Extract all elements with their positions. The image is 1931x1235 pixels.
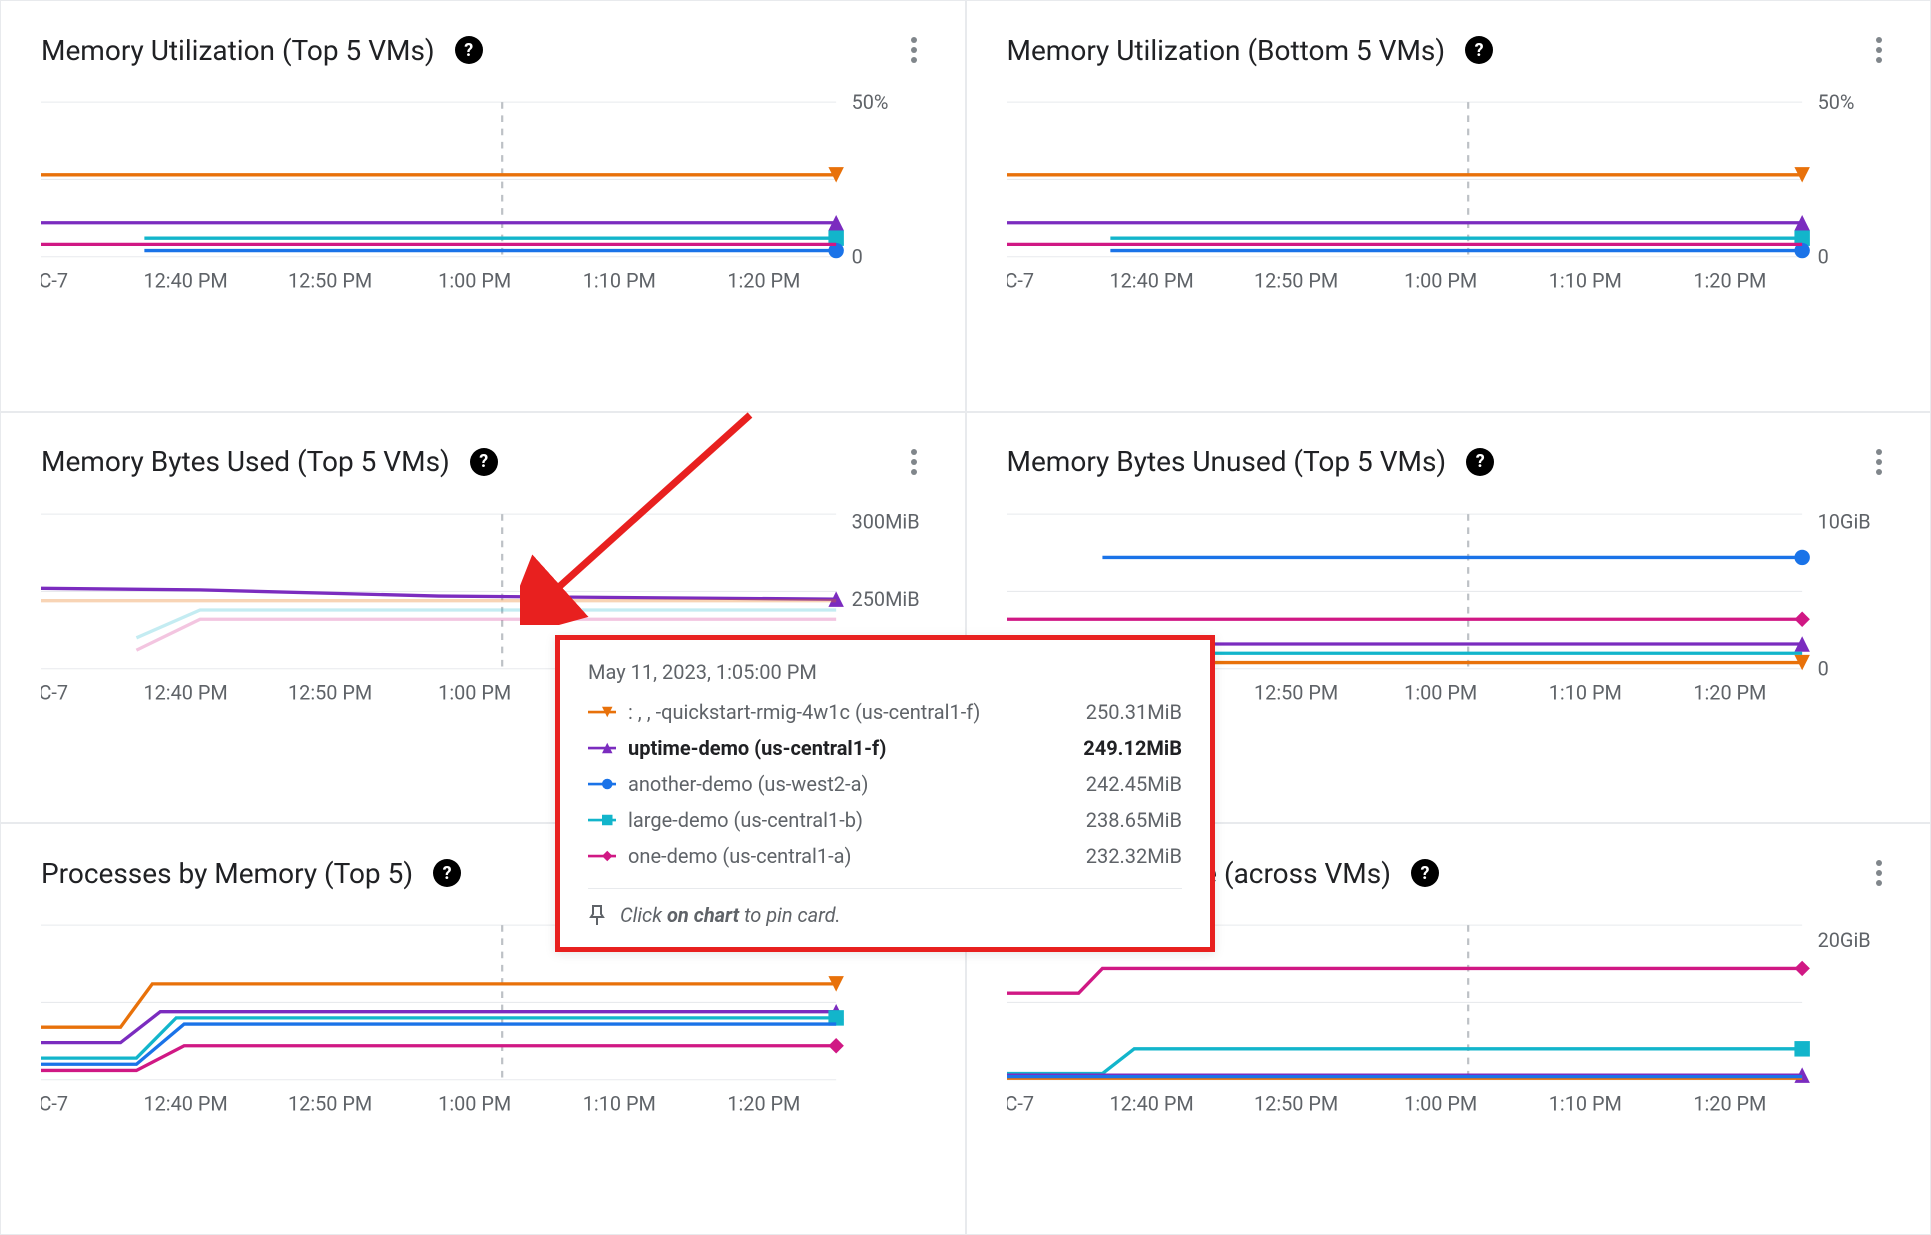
tooltip-row: large-demo (us-central1-b) 238.65MiB — [588, 802, 1182, 838]
chart-tooltip: May 11, 2023, 1:05:00 PM : , , -quicksta… — [555, 635, 1215, 952]
panel-title: Memory Bytes Unused (Top 5 VMs) — [1007, 445, 1447, 478]
tooltip-series-value: 242.45MiB — [1062, 772, 1182, 796]
chart-panel-mem-util-bottom: Memory Utilization (Bottom 5 VMs) ? 50% 0… — [966, 0, 1931, 412]
svg-text:12:50 PM: 12:50 PM — [288, 1093, 372, 1116]
svg-text:0: 0 — [1817, 245, 1828, 268]
tooltip-series-label: uptime-demo (us-central1-f) — [628, 736, 1050, 760]
svg-text:1:00 PM: 1:00 PM — [438, 1093, 511, 1116]
svg-text:12:50 PM: 12:50 PM — [1254, 681, 1338, 704]
svg-text:12:40 PM: 12:40 PM — [1109, 1093, 1193, 1116]
panel-title: Processes by Memory (Top 5) — [41, 857, 413, 890]
chart-panel-mem-util-top: Memory Utilization (Top 5 VMs) ? 50% 0 UTC… — [0, 0, 966, 412]
svg-text:50%: 50% — [852, 91, 889, 114]
svg-text:1:00 PM: 1:00 PM — [1404, 1093, 1477, 1116]
tooltip-marker-icon — [588, 849, 616, 863]
svg-text:1:00 PM: 1:00 PM — [1404, 270, 1477, 293]
tooltip-marker-icon — [588, 777, 616, 791]
panel-title: Memory Bytes Used (Top 5 VMs) — [41, 445, 450, 478]
help-icon[interactable]: ? — [1465, 36, 1493, 64]
svg-text:12:40 PM: 12:40 PM — [143, 270, 227, 293]
svg-text:12:40 PM: 12:40 PM — [143, 1093, 227, 1116]
svg-text:1:10 PM: 1:10 PM — [583, 270, 656, 293]
svg-text:1:20 PM: 1:20 PM — [727, 270, 800, 293]
svg-text:250MiB: 250MiB — [852, 587, 920, 610]
tooltip-date: May 11, 2023, 1:05:00 PM — [588, 660, 1182, 684]
svg-text:1:10 PM: 1:10 PM — [1548, 270, 1621, 293]
tooltip-row: another-demo (us-west2-a) 242.45MiB — [588, 766, 1182, 802]
tooltip-row: one-demo (us-central1-a) 232.32MiB — [588, 838, 1182, 874]
svg-text:1:20 PM: 1:20 PM — [1693, 270, 1766, 293]
pin-icon — [588, 904, 606, 926]
more-options-icon[interactable] — [903, 441, 925, 483]
svg-text:12:50 PM: 12:50 PM — [288, 681, 372, 704]
svg-text:1:10 PM: 1:10 PM — [583, 1093, 656, 1116]
svg-text:1:00 PM: 1:00 PM — [438, 270, 511, 293]
svg-text:0: 0 — [852, 245, 863, 268]
svg-text:10GiB: 10GiB — [1817, 510, 1870, 533]
svg-text:1:10 PM: 1:10 PM — [1548, 1093, 1621, 1116]
tooltip-marker-icon — [588, 705, 616, 719]
svg-text:0: 0 — [1817, 657, 1828, 680]
tooltip-series-label: one-demo (us-central1-a) — [628, 844, 1050, 868]
svg-text:300MiB: 300MiB — [852, 510, 920, 533]
tooltip-series-value: 232.32MiB — [1062, 844, 1182, 868]
svg-text:12:50 PM: 12:50 PM — [288, 270, 372, 293]
svg-text:1:20 PM: 1:20 PM — [1693, 1093, 1766, 1116]
tooltip-marker-icon — [588, 741, 616, 755]
help-icon[interactable]: ? — [433, 859, 461, 887]
more-options-icon[interactable] — [1868, 441, 1890, 483]
tooltip-series-value: 249.12MiB — [1062, 736, 1182, 760]
more-options-icon[interactable] — [1868, 29, 1890, 71]
help-icon[interactable]: ? — [1411, 859, 1439, 887]
help-icon[interactable]: ? — [470, 448, 498, 476]
svg-text:UTC-7: UTC-7 — [1007, 270, 1034, 293]
svg-text:UTC-7: UTC-7 — [41, 1093, 68, 1116]
svg-text:1:00 PM: 1:00 PM — [438, 681, 511, 704]
tooltip-series-value: 250.31MiB — [1062, 700, 1182, 724]
tooltip-row: : , , -quickstart-rmig-4w1c (us-central1… — [588, 694, 1182, 730]
more-options-icon[interactable] — [1868, 852, 1890, 894]
tooltip-footer: Click on chart to pin card. — [588, 888, 1182, 927]
tooltip-series-label: : , , -quickstart-rmig-4w1c (us-central1… — [628, 700, 1050, 724]
svg-text:1:20 PM: 1:20 PM — [1693, 681, 1766, 704]
tooltip-series-label: large-demo (us-central1-b) — [628, 808, 1050, 832]
svg-text:1:20 PM: 1:20 PM — [727, 1093, 800, 1116]
svg-text:UTC-7: UTC-7 — [41, 681, 68, 704]
more-options-icon[interactable] — [903, 29, 925, 71]
tooltip-marker-icon — [588, 813, 616, 827]
svg-text:12:50 PM: 12:50 PM — [1254, 270, 1338, 293]
svg-text:1:10 PM: 1:10 PM — [1548, 681, 1621, 704]
tooltip-row: uptime-demo (us-central1-f) 249.12MiB — [588, 730, 1182, 766]
panel-title: Memory Utilization (Top 5 VMs) — [41, 34, 435, 67]
help-icon[interactable]: ? — [455, 36, 483, 64]
svg-text:1:00 PM: 1:00 PM — [1404, 681, 1477, 704]
panel-title: Memory Utilization (Bottom 5 VMs) — [1007, 34, 1446, 67]
dashboard-grid: Memory Utilization (Top 5 VMs) ? 50% 0 UTC… — [0, 0, 1931, 1235]
svg-text:12:50 PM: 12:50 PM — [1254, 1093, 1338, 1116]
svg-text:UTC-7: UTC-7 — [1007, 1093, 1034, 1116]
svg-text:20GiB: 20GiB — [1817, 930, 1870, 953]
svg-text:12:40 PM: 12:40 PM — [143, 681, 227, 704]
tooltip-series-label: another-demo (us-west2-a) — [628, 772, 1050, 796]
help-icon[interactable]: ? — [1466, 448, 1494, 476]
annotation-arrow — [520, 395, 780, 629]
svg-text:50%: 50% — [1817, 91, 1854, 114]
tooltip-series-value: 238.65MiB — [1062, 808, 1182, 832]
chart-svg[interactable]: 50% 0 UTC-7 12:40 PM 12:50 PM 1:00 PM 1:10 PM 1… — [41, 91, 925, 301]
svg-text:UTC-7: UTC-7 — [41, 270, 68, 293]
chart-svg[interactable]: 50% 0 UTC-7 12:40 PM 12:50 PM 1:00 PM 1:10 PM 1… — [1007, 91, 1891, 301]
svg-text:12:40 PM: 12:40 PM — [1109, 270, 1193, 293]
